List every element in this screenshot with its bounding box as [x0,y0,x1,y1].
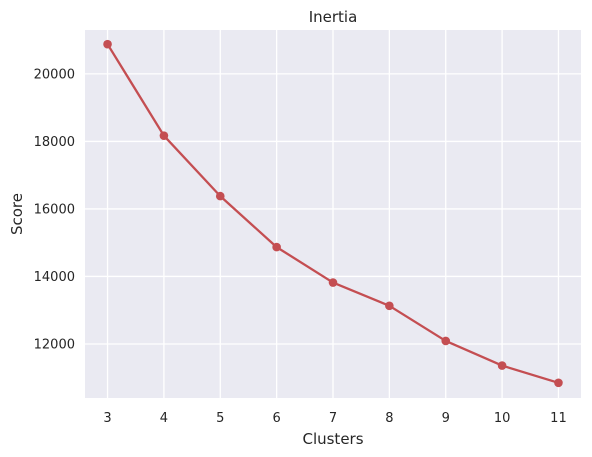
x-tick-label: 11 [550,411,567,426]
data-point [441,336,451,346]
data-point [328,278,338,287]
grid-lines [85,30,581,398]
y-tick-label: 18000 [34,135,75,150]
y-axis-label: Score [8,193,26,235]
x-tick-label: 4 [160,411,168,426]
x-tick-label: 9 [442,411,450,426]
data-point [497,361,507,370]
y-tick-label: 20000 [34,67,75,82]
y-tick-label: 12000 [34,337,75,352]
x-tick-label: 8 [385,411,393,426]
x-tick-label: 3 [103,411,111,426]
x-tick-labels: 3 4 5 6 7 8 9 10 11 [103,411,566,426]
data-point [272,242,281,252]
y-tick-label: 14000 [34,270,75,285]
data-point [554,378,563,388]
data-point [103,39,112,49]
data-point [159,131,169,140]
data-point [215,191,225,201]
x-tick-label: 5 [216,411,224,426]
y-tick-labels: 12000 14000 16000 18000 20000 [34,67,75,352]
x-axis-label: Clusters [302,430,363,448]
x-tick-label: 10 [494,411,511,426]
series-layer [103,39,563,388]
x-tick-label: 6 [272,411,280,426]
x-tick-label: 7 [329,411,337,426]
y-tick-label: 16000 [34,202,75,217]
chart-title: Inertia [309,8,358,26]
data-point [385,301,394,311]
